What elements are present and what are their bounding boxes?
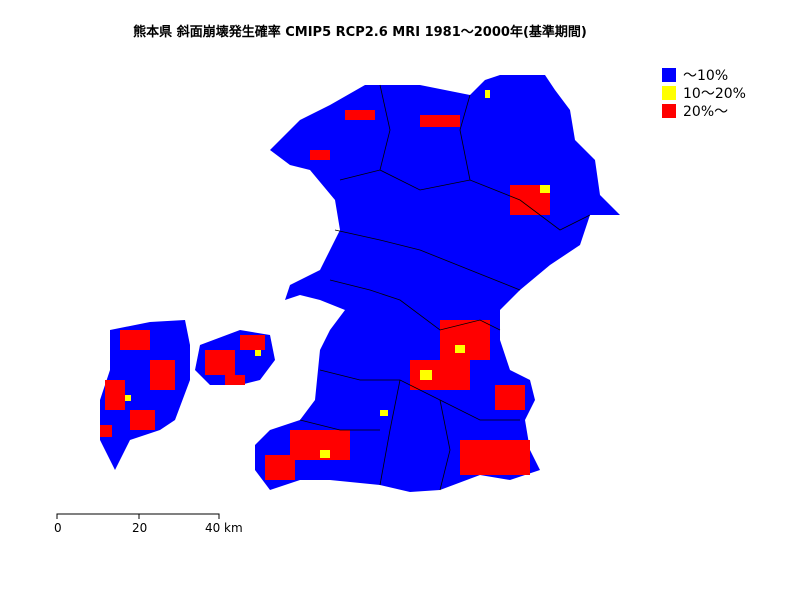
legend-label: 20%～ xyxy=(683,104,729,120)
legend-swatch xyxy=(662,104,676,118)
legend: ～10% 10～20% 20%～ xyxy=(662,66,746,120)
scale-label-20: 20 xyxy=(132,521,148,535)
scale-label-0: 0 xyxy=(54,521,62,535)
shimoshima-island xyxy=(100,320,190,470)
municipal-boundaries xyxy=(299,84,591,491)
legend-swatch xyxy=(662,68,676,82)
map-title: 熊本県 斜面崩壊発生確率 CMIP5 RCP2.6 MRI 1981～2000年… xyxy=(133,25,587,40)
mainland xyxy=(255,75,620,492)
high-risk-patches xyxy=(100,110,550,480)
legend-label: ～10% xyxy=(683,68,729,84)
medium-risk-patches xyxy=(125,90,550,458)
legend-item-low: ～10% xyxy=(662,66,746,84)
mainland-area xyxy=(255,75,620,492)
legend-label: 10～20% xyxy=(683,86,746,102)
scale-bar xyxy=(56,513,220,519)
legend-swatch xyxy=(662,86,676,100)
scale-label-40: 40 xyxy=(205,521,221,535)
scale-unit: km xyxy=(224,521,243,535)
legend-item-medium: 10～20% xyxy=(662,84,746,102)
legend-item-high: 20%～ xyxy=(662,102,746,120)
